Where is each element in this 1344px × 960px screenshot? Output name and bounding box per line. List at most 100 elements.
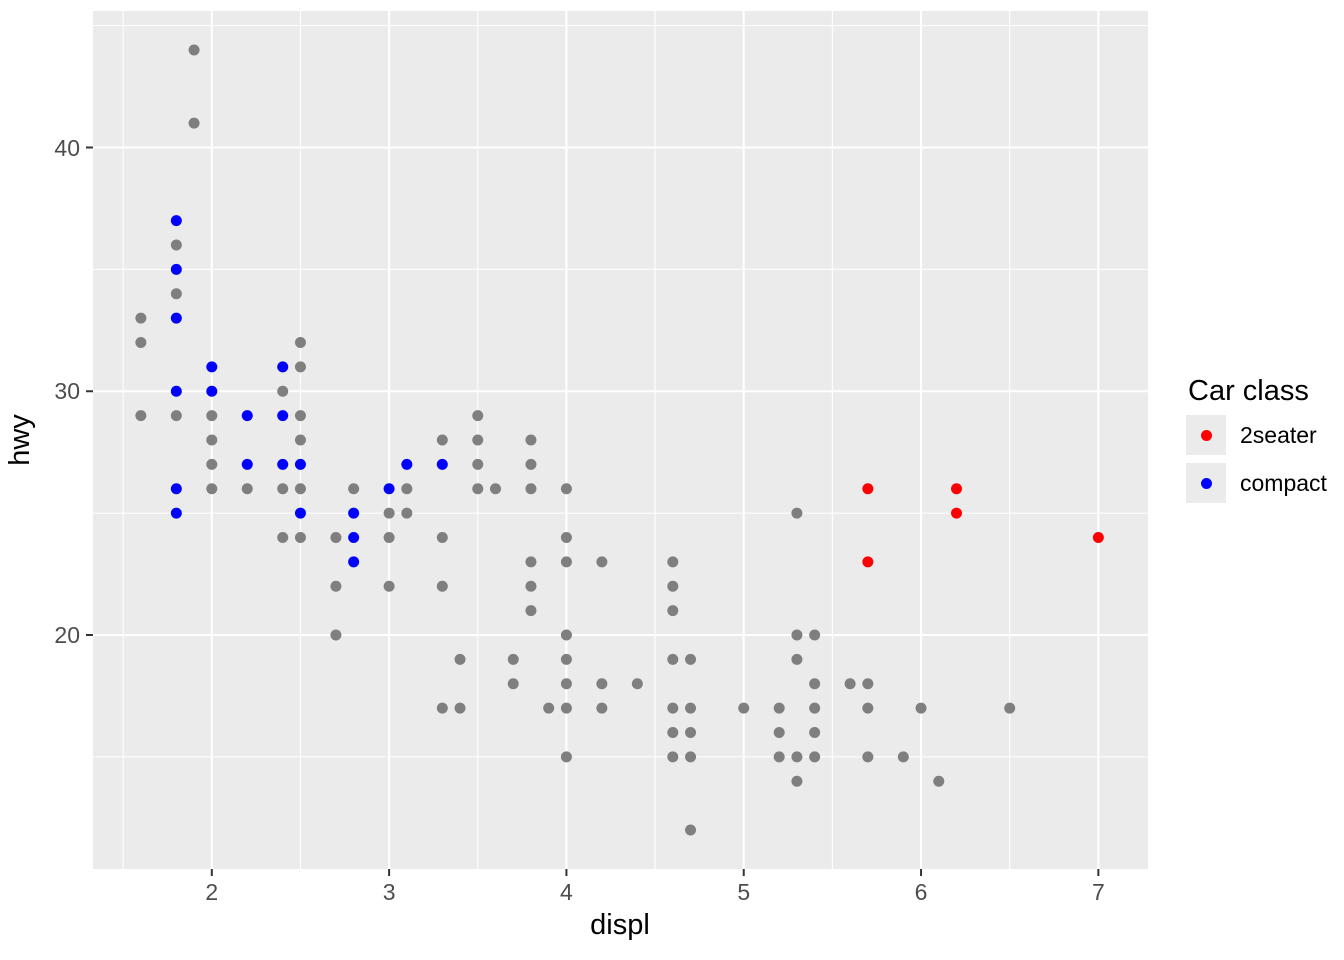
data-point (862, 678, 874, 690)
data-point (472, 434, 484, 446)
legend-item-2seater: 2seater (1186, 415, 1327, 455)
legend-key (1186, 415, 1226, 455)
x-tick-label: 7 (1091, 879, 1105, 905)
data-point (277, 483, 289, 495)
data-point (170, 483, 182, 495)
data-point (631, 678, 643, 690)
data-point (188, 117, 200, 129)
data-point (1092, 532, 1104, 543)
data-point (897, 751, 909, 763)
data-point (277, 458, 289, 470)
data-point (330, 532, 342, 543)
data-point (170, 263, 182, 275)
data-point (294, 410, 306, 422)
data-point (206, 410, 218, 422)
data-point (330, 629, 342, 641)
data-point (951, 507, 963, 519)
legend-title: Car class (1188, 375, 1309, 407)
data-point (560, 678, 572, 690)
data-point (135, 337, 147, 348)
data-point (809, 678, 821, 690)
data-point (135, 410, 147, 422)
data-point (383, 483, 395, 495)
data-point (383, 532, 395, 543)
data-point (525, 556, 537, 568)
data-point (560, 629, 572, 641)
data-point (773, 702, 785, 714)
data-point (472, 458, 484, 470)
data-point (241, 483, 253, 495)
data-point (472, 410, 484, 422)
data-point (348, 532, 360, 543)
panel-background (93, 11, 1148, 869)
x-tick-label: 5 (737, 879, 751, 905)
data-point (383, 580, 395, 592)
data-point (294, 532, 306, 543)
data-point (773, 751, 785, 763)
data-point (560, 556, 572, 568)
data-point (206, 458, 218, 470)
data-point (277, 410, 289, 422)
data-point (241, 410, 253, 422)
legend-dot-compact (1200, 477, 1212, 489)
data-point (170, 507, 182, 519)
data-point (383, 507, 395, 519)
data-point (667, 653, 679, 665)
data-point (294, 507, 306, 519)
data-point (560, 483, 572, 495)
y-tick-label: 30 (54, 378, 80, 405)
data-point (951, 483, 963, 495)
data-point (560, 702, 572, 714)
data-point (401, 507, 413, 519)
x-axis-title: displ (590, 909, 650, 941)
data-point (170, 410, 182, 422)
data-point (436, 458, 448, 470)
data-point (596, 678, 608, 690)
data-point (507, 653, 519, 665)
data-point (560, 751, 572, 763)
gridlines-minor (93, 11, 1148, 869)
data-point (401, 458, 413, 470)
data-point (596, 702, 608, 714)
data-point (348, 483, 360, 495)
data-point (809, 702, 821, 714)
data-point (738, 702, 750, 714)
data-point (436, 702, 448, 714)
data-point (525, 483, 537, 495)
data-point (188, 44, 200, 56)
y-axis-title: hwy (4, 414, 36, 466)
data-point (294, 361, 306, 373)
data-point (773, 727, 785, 738)
data-point (791, 775, 803, 787)
data-point (206, 385, 218, 397)
legend-item-compact: compact (1186, 463, 1327, 503)
data-point (472, 483, 484, 495)
legend-label: compact (1240, 469, 1327, 496)
data-point (170, 288, 182, 300)
x-tick-label: 2 (205, 879, 219, 905)
data-point (667, 556, 679, 568)
data-point (862, 483, 874, 495)
data-point (507, 678, 519, 690)
data-point (844, 678, 856, 690)
data-point (667, 605, 679, 617)
data-point (294, 337, 306, 348)
series-compact (170, 215, 448, 568)
data-point (596, 556, 608, 568)
data-point (862, 556, 874, 568)
data-point (543, 702, 555, 714)
data-point (277, 361, 289, 373)
data-point (454, 653, 466, 665)
data-point (294, 458, 306, 470)
data-point (170, 239, 182, 251)
data-point (685, 702, 697, 714)
data-point (135, 312, 147, 324)
legend-items: 2seater compact (1186, 415, 1327, 503)
y-tick-label: 20 (54, 622, 80, 648)
data-point (206, 483, 218, 495)
data-point (170, 215, 182, 227)
legend-key (1186, 463, 1226, 503)
data-point (809, 751, 821, 763)
